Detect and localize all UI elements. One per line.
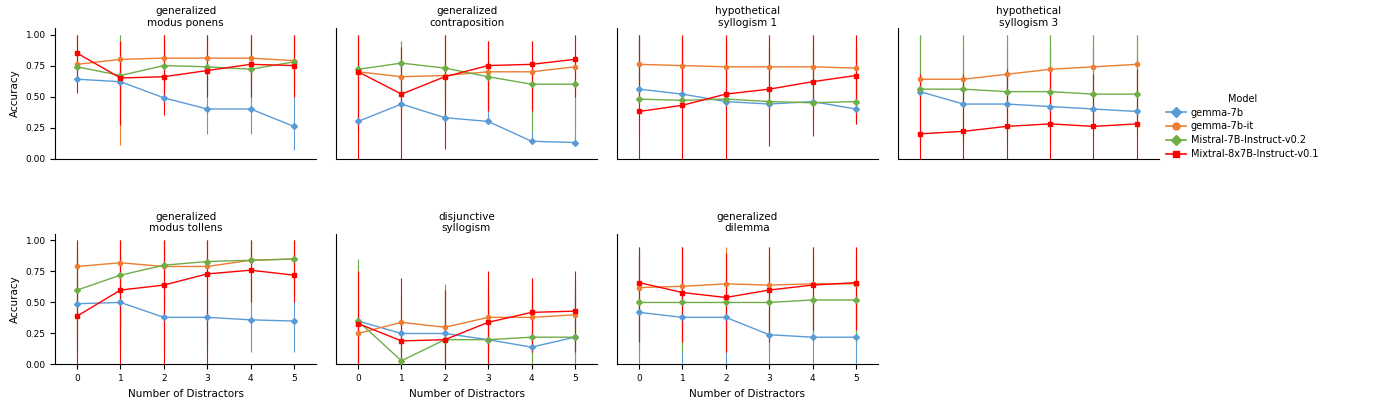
Y-axis label: Accuracy: Accuracy (10, 275, 19, 323)
Title: generalized
contraposition: generalized contraposition (428, 6, 505, 28)
Title: generalized
modus ponens: generalized modus ponens (147, 6, 223, 28)
Title: disjunctive
syllogism: disjunctive syllogism (438, 212, 495, 233)
Title: hypothetical
syllogism 3: hypothetical syllogism 3 (997, 6, 1062, 28)
Title: generalized
modus tollens: generalized modus tollens (148, 212, 222, 233)
Legend: gemma-7b, gemma-7b-it, Mistral-7B-Instruct-v0.2, Mixtral-8x7B-Instruct-v0.1: gemma-7b, gemma-7b-it, Mistral-7B-Instru… (1167, 94, 1318, 159)
Title: hypothetical
syllogism 1: hypothetical syllogism 1 (715, 6, 780, 28)
Title: generalized
dilemma: generalized dilemma (717, 212, 778, 233)
X-axis label: Number of Distractors: Number of Distractors (128, 389, 244, 399)
Y-axis label: Accuracy: Accuracy (10, 70, 19, 117)
X-axis label: Number of Distractors: Number of Distractors (689, 389, 805, 399)
X-axis label: Number of Distractors: Number of Distractors (409, 389, 524, 399)
